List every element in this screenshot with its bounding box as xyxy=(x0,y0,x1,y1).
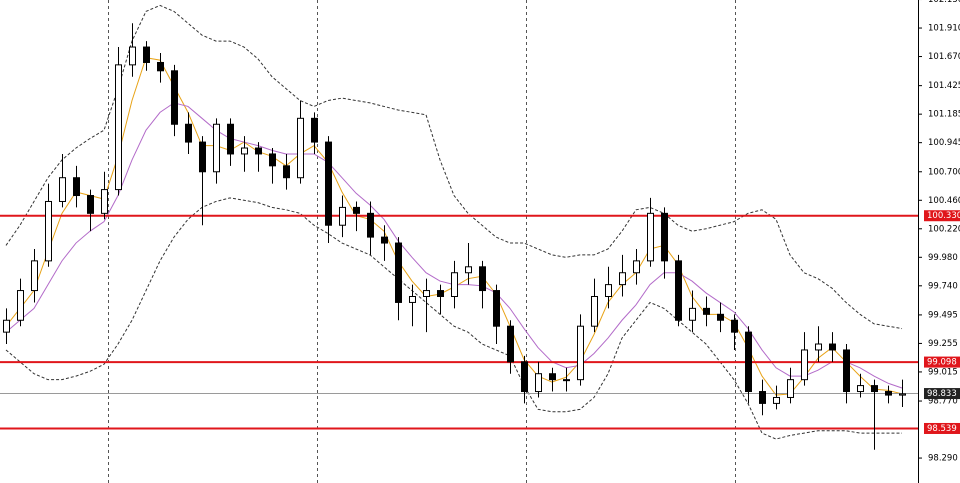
candle-body xyxy=(591,295,598,327)
y-tick-label: 98.290 xyxy=(928,454,958,464)
candle-body xyxy=(353,206,360,214)
level-label: 99.098 xyxy=(927,358,957,368)
y-tick-label: 100.945 xyxy=(928,138,960,148)
candle-body xyxy=(885,391,892,396)
candle-body xyxy=(535,373,542,393)
candle-body xyxy=(423,290,430,297)
candle-body xyxy=(3,319,10,333)
y-tick-label: 101.670 xyxy=(928,52,960,62)
candle-body xyxy=(815,343,822,351)
candle-body xyxy=(829,343,836,351)
candle-body xyxy=(31,260,38,292)
candle-body xyxy=(101,189,108,214)
candle-body xyxy=(395,242,402,303)
candle-body xyxy=(269,153,276,167)
candle-body xyxy=(73,177,80,197)
candle-body xyxy=(605,284,612,297)
candle-body xyxy=(465,266,472,274)
candle-body xyxy=(171,70,178,125)
candle-body xyxy=(479,266,486,292)
candle-body xyxy=(45,200,52,262)
y-tick-label: 100.460 xyxy=(928,196,960,206)
candle-body xyxy=(437,290,444,297)
candle-body xyxy=(717,313,724,321)
band-line xyxy=(5,197,902,440)
candle-body xyxy=(241,147,248,155)
candle-body xyxy=(759,391,766,404)
candle-body xyxy=(521,361,528,393)
candle-body xyxy=(773,396,780,404)
candle-body xyxy=(843,349,850,393)
candle-body xyxy=(283,165,290,179)
candle-body xyxy=(143,46,150,63)
candle-body xyxy=(619,272,626,286)
candle-body xyxy=(633,260,640,274)
candle-body xyxy=(703,307,710,315)
y-tick-label: 99.255 xyxy=(928,339,958,349)
candle-body xyxy=(661,212,668,262)
candle-body xyxy=(563,379,570,382)
candle-body xyxy=(339,206,346,226)
candle-body xyxy=(745,331,752,393)
y-tick-label: 101.910 xyxy=(928,24,960,34)
candle-body xyxy=(367,212,374,238)
candle-body xyxy=(311,117,318,143)
band-line xyxy=(5,4,903,330)
level-label-box xyxy=(924,210,960,222)
candle-body xyxy=(409,295,416,303)
candle-body xyxy=(689,307,696,321)
candle-body xyxy=(381,236,388,244)
current-price-label: 98.833 xyxy=(927,389,957,399)
candle-body xyxy=(451,272,458,297)
candle-body xyxy=(871,385,878,393)
candle-body xyxy=(857,385,864,393)
y-tick-label: 100.220 xyxy=(928,224,960,234)
y-tick-label: 99.015 xyxy=(928,367,958,377)
candle-body xyxy=(549,373,556,381)
period-separators xyxy=(108,0,736,483)
y-tick-label: 98.770 xyxy=(928,397,958,407)
level-label-box xyxy=(924,356,960,368)
y-tick-label: 100.700 xyxy=(928,167,960,177)
y-tick-label: 101.185 xyxy=(928,110,960,120)
candle-body xyxy=(675,260,682,321)
candle-body xyxy=(213,123,220,173)
candle-body xyxy=(227,123,234,155)
y-tick-label: 101.425 xyxy=(928,81,960,91)
candle-body xyxy=(731,319,738,333)
candle-body xyxy=(647,212,654,262)
candle-body xyxy=(801,349,808,381)
candle-body xyxy=(577,325,584,381)
candle-body xyxy=(185,123,192,143)
candle-body xyxy=(129,46,136,66)
level-label: 100.330 xyxy=(927,211,960,221)
candle-body xyxy=(787,379,794,398)
candle-body xyxy=(87,195,94,214)
candle-body xyxy=(325,141,332,226)
y-tick-label: 99.980 xyxy=(928,253,958,263)
candle-body xyxy=(17,290,24,321)
candle-body xyxy=(255,147,262,155)
current-price-box xyxy=(924,388,960,400)
candle-body xyxy=(199,141,206,173)
candle-body xyxy=(899,393,906,396)
level-label: 98.539 xyxy=(927,424,957,434)
level-label-box xyxy=(924,422,960,434)
y-tick-label: 102.150 xyxy=(928,0,960,5)
candle-body xyxy=(59,177,66,202)
y-tick-label: 99.495 xyxy=(928,310,958,320)
y-tick-label: 99.740 xyxy=(928,281,958,291)
candle-body xyxy=(297,117,304,179)
candle-body xyxy=(493,290,500,327)
candle-body xyxy=(157,61,164,72)
candle-body xyxy=(115,64,122,191)
candle-body xyxy=(507,325,514,363)
